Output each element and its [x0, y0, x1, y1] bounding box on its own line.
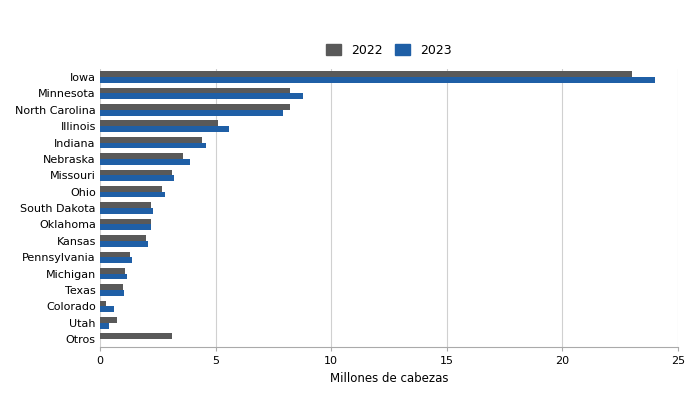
Bar	[100, 110, 283, 116]
Bar	[100, 274, 127, 279]
Bar	[100, 268, 125, 274]
Bar	[100, 290, 124, 296]
Bar	[100, 208, 153, 214]
Bar	[100, 142, 206, 148]
Bar	[100, 323, 109, 328]
Bar	[100, 301, 106, 306]
Bar	[100, 186, 162, 192]
Bar	[100, 120, 218, 126]
Bar	[100, 306, 114, 312]
Bar	[100, 159, 190, 165]
Bar	[100, 224, 150, 230]
Bar	[100, 235, 146, 241]
Bar	[100, 257, 132, 263]
Bar	[100, 334, 172, 339]
Bar	[100, 71, 631, 77]
Bar	[100, 241, 148, 247]
Bar	[100, 175, 174, 181]
Bar	[100, 153, 183, 159]
Bar	[100, 252, 130, 257]
Bar	[100, 192, 164, 198]
Bar	[100, 219, 150, 224]
Bar	[100, 284, 123, 290]
Bar	[100, 137, 202, 142]
X-axis label: Millones de cabezas: Millones de cabezas	[330, 372, 448, 385]
Bar	[100, 93, 303, 99]
Bar	[100, 77, 654, 83]
Bar	[100, 104, 290, 110]
Legend: 2022, 2023: 2022, 2023	[321, 39, 457, 62]
Bar	[100, 317, 118, 323]
Bar	[100, 170, 172, 175]
Bar	[100, 126, 230, 132]
Bar	[100, 202, 150, 208]
Bar	[100, 88, 290, 93]
